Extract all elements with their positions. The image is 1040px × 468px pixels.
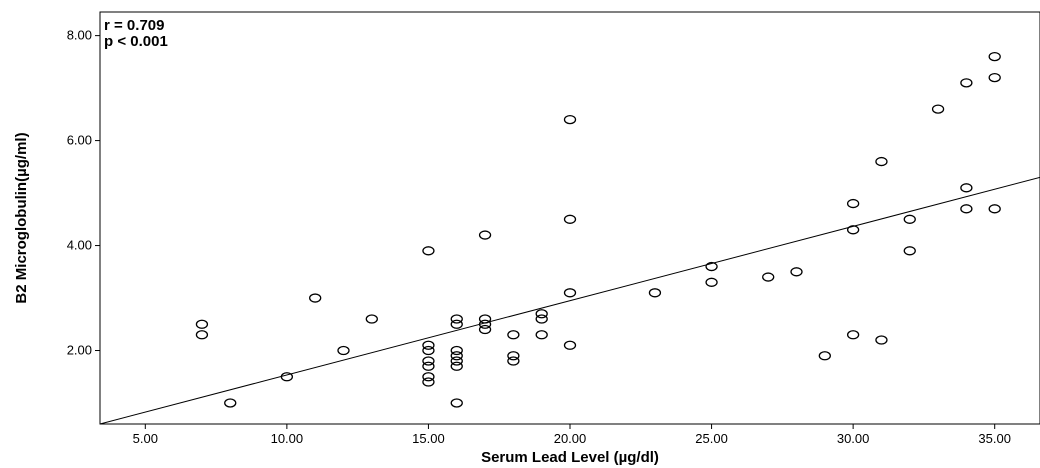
data-point [478,230,492,240]
correlation-r: r = 0.709 [104,17,164,34]
data-point [762,272,775,282]
data-point [960,204,973,214]
data-point [224,398,237,408]
data-point [450,314,463,324]
data-point [422,361,435,371]
p-value: p < 0.001 [104,33,168,50]
x-axis-title: Serum Lead Level (µg/dl) [481,449,659,466]
data-point [988,72,1001,83]
data-point [846,225,860,235]
data-point [280,372,294,382]
data-point [875,156,888,167]
data-point [818,351,831,361]
data-point [875,335,888,345]
data-point [563,340,577,350]
y-tick-label: 4.00 [67,238,92,253]
data-point [903,214,916,224]
x-tick-label: 35.00 [978,431,1011,446]
data-point [450,356,463,366]
regression-line [99,176,1040,425]
data-point [450,361,463,371]
data-point [422,356,435,366]
data-point [960,183,973,193]
data-point [450,345,463,356]
data-point [309,293,322,303]
data-point [450,398,463,408]
y-tick-label: 8.00 [67,28,92,43]
data-point [422,372,435,382]
data-point [337,345,350,356]
data-point [960,78,973,88]
x-tick-label: 20.00 [554,431,587,446]
data-point [422,345,435,356]
data-point [535,314,548,324]
data-point [563,214,577,224]
data-point [988,51,1001,62]
data-point [988,204,1001,214]
data-point [365,314,378,324]
x-tick-label: 5.00 [133,431,158,446]
data-point [195,330,209,340]
plot-frame [99,11,1040,425]
x-tick-label: 25.00 [695,431,728,446]
data-point [507,351,520,361]
x-tick-label: 10.00 [271,431,304,446]
data-point [705,277,718,287]
data-point [535,309,548,319]
data-point [563,288,577,298]
x-tick-label: 15.00 [412,431,445,446]
y-tick-label: 6.00 [67,133,92,148]
data-point [478,319,492,329]
data-point [648,288,662,298]
data-point [790,267,803,277]
data-point [478,324,492,335]
data-point [507,356,520,366]
data-point [450,319,463,329]
data-point [846,198,860,209]
data-point [535,330,548,340]
data-point [563,114,577,125]
data-point [705,261,718,272]
data-point [478,314,492,324]
data-point [507,330,520,340]
data-point [422,246,435,256]
data-point [422,377,435,387]
y-axis: 2.00 4.00 6.00 8.00 [67,28,100,358]
data-point [450,351,463,361]
data-point [195,319,209,329]
data-point [846,330,860,340]
data-point [931,104,945,114]
data-point [903,246,916,256]
data-point [422,340,435,350]
x-tick-label: 30.00 [837,431,870,446]
y-axis-title: B2 Microglobulin(µg/ml) [13,132,30,303]
data-points [195,51,1001,408]
x-axis: 5.00 10.00 15.00 20.00 25.00 30.00 35.00 [133,424,1011,446]
y-tick-label: 2.00 [67,343,92,358]
